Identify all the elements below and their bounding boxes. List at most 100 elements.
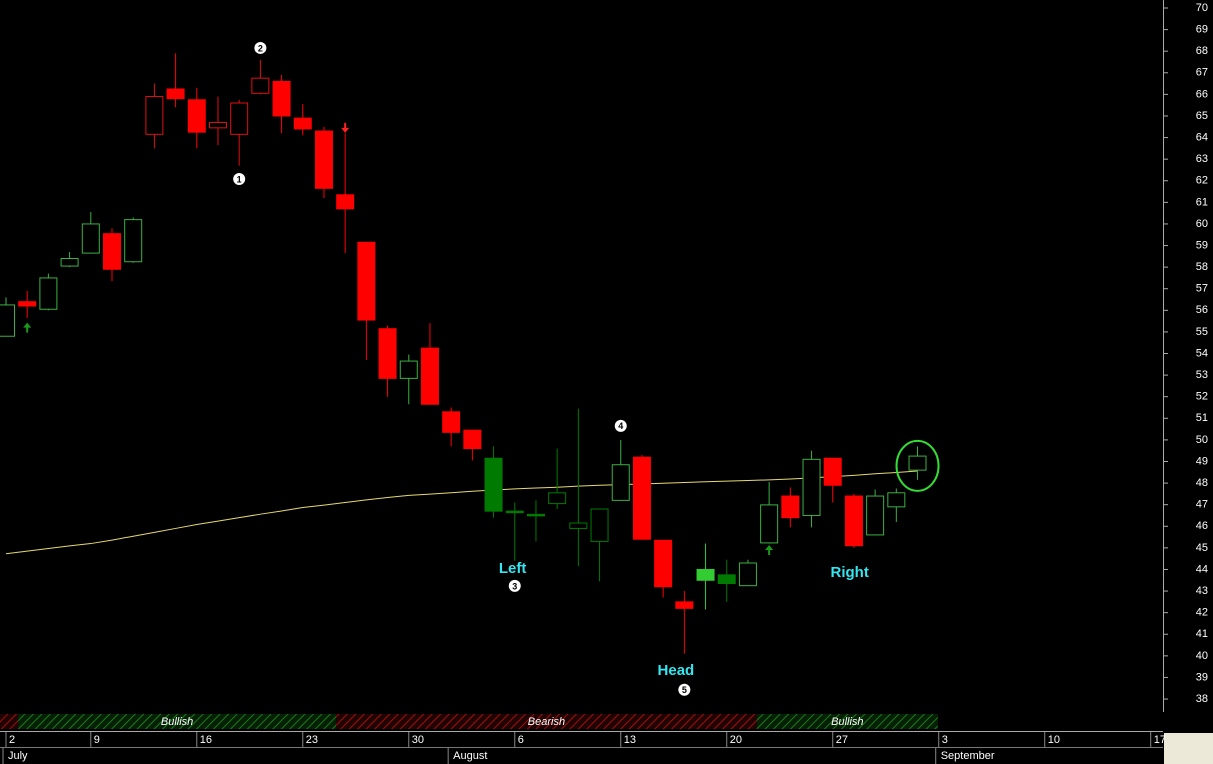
candle-body — [378, 328, 397, 379]
sentiment-band — [756, 714, 938, 729]
candle-body — [81, 223, 100, 254]
sentiment-label: Bullish — [161, 716, 193, 728]
candle-body — [463, 429, 482, 450]
candle-body — [145, 96, 164, 135]
y-tick-label: 39 — [1196, 671, 1208, 683]
candle-body — [760, 504, 779, 544]
highlight-ring — [895, 439, 940, 492]
y-tick-label: 38 — [1196, 693, 1208, 705]
signal-arrow — [341, 122, 350, 133]
month-label: July — [8, 750, 28, 762]
sentiment-label: Bearish — [528, 716, 565, 728]
y-tick-label: 54 — [1196, 347, 1208, 359]
point-marker-label: 1 — [237, 174, 242, 184]
sentiment-band — [336, 714, 757, 729]
candle-body — [505, 510, 524, 514]
candle-body — [357, 241, 376, 321]
y-tick-label: 52 — [1196, 391, 1208, 403]
point-marker-label: 5 — [682, 685, 687, 695]
point-marker — [254, 41, 267, 54]
x-tick-label: 30 — [412, 734, 424, 746]
candle-body — [738, 562, 757, 587]
candle-body — [251, 77, 270, 94]
candle-body — [166, 88, 185, 100]
x-tick-label: 10 — [1048, 734, 1060, 746]
candle-body — [272, 80, 291, 117]
x-tick-label: 27 — [836, 734, 848, 746]
y-tick-label: 59 — [1196, 239, 1208, 251]
candle-body — [823, 457, 842, 486]
candle-body — [887, 492, 906, 508]
x-tick-label: 13 — [624, 734, 636, 746]
y-tick-label: 60 — [1196, 218, 1208, 230]
point-marker — [614, 419, 627, 432]
candle-body — [18, 301, 37, 307]
y-tick-label: 62 — [1196, 175, 1208, 187]
candle-body — [781, 495, 800, 519]
candle-body — [844, 495, 863, 547]
sentiment-label: Bullish — [831, 716, 863, 728]
sentiment-band — [18, 714, 337, 729]
month-label: August — [453, 750, 487, 762]
x-tick-label: 17 — [1154, 734, 1166, 746]
candle-body — [314, 130, 333, 189]
candle-body — [696, 568, 715, 581]
y-tick-label: 67 — [1196, 67, 1208, 79]
month-label: September — [941, 750, 995, 762]
pattern-label: Right — [831, 564, 869, 581]
x-tick-label: 9 — [94, 734, 100, 746]
candle-body — [293, 117, 312, 130]
point-marker-label: 2 — [258, 43, 263, 53]
y-tick-label: 45 — [1196, 542, 1208, 554]
y-tick-label: 44 — [1196, 563, 1208, 575]
pattern-label: Left — [499, 560, 527, 577]
pattern-label: Head — [658, 662, 695, 679]
sentiment-lead — [0, 714, 18, 729]
y-tick-label: 50 — [1196, 434, 1208, 446]
candle-body — [675, 601, 694, 609]
candle-body — [654, 539, 673, 588]
x-tick-label: 20 — [730, 734, 742, 746]
signal-arrow — [23, 322, 32, 333]
signal-arrow — [765, 545, 774, 556]
y-tick-label: 58 — [1196, 261, 1208, 273]
candle-body — [526, 513, 545, 517]
y-tick-label: 64 — [1196, 131, 1208, 143]
candle-body — [102, 233, 121, 270]
y-tick-label: 55 — [1196, 326, 1208, 338]
candle-body — [908, 455, 927, 471]
point-marker — [678, 683, 691, 696]
y-tick-label: 68 — [1196, 45, 1208, 57]
point-marker — [233, 173, 246, 186]
candle-body — [632, 456, 651, 540]
y-tick-label: 47 — [1196, 499, 1208, 511]
candle-body — [230, 102, 249, 135]
candle-body — [569, 522, 588, 529]
candle-body — [187, 99, 206, 133]
y-tick-label: 49 — [1196, 455, 1208, 467]
y-tick-label: 51 — [1196, 412, 1208, 424]
candle-body — [336, 194, 355, 210]
candle-body — [39, 277, 58, 310]
x-tick-label: 2 — [9, 734, 15, 746]
y-tick-label: 69 — [1196, 23, 1208, 35]
candle-body — [717, 574, 736, 585]
candle-body — [60, 257, 79, 267]
y-tick-label: 70 — [1196, 2, 1208, 14]
y-tick-label: 57 — [1196, 283, 1208, 295]
candle-body — [442, 411, 461, 433]
y-tick-label: 42 — [1196, 607, 1208, 619]
candle-body — [484, 457, 503, 512]
candle-body — [0, 304, 15, 337]
candle-body — [548, 492, 567, 505]
candle-body — [208, 121, 227, 129]
point-marker-label: 4 — [618, 421, 623, 431]
point-marker-label: 3 — [512, 581, 517, 591]
y-tick-label: 63 — [1196, 153, 1208, 165]
x-tick-label: 23 — [306, 734, 318, 746]
y-tick-label: 53 — [1196, 369, 1208, 381]
x-tick-label: 3 — [942, 734, 948, 746]
point-marker — [508, 579, 521, 592]
corner-box — [1164, 733, 1213, 764]
